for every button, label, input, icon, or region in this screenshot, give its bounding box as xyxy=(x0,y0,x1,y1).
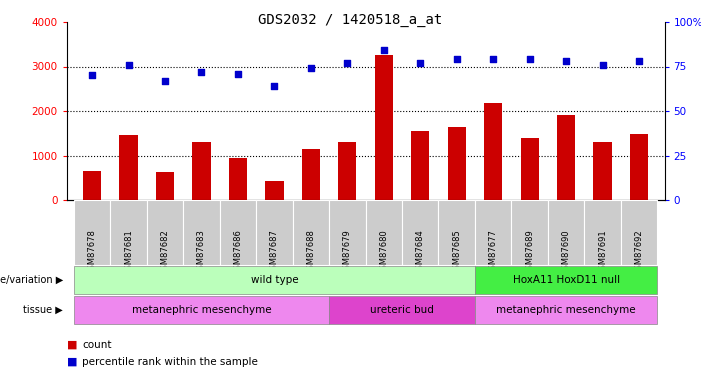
Point xyxy=(415,60,426,66)
Point xyxy=(524,56,536,62)
Text: GSM87690: GSM87690 xyxy=(562,229,571,275)
Point xyxy=(561,58,572,64)
Text: count: count xyxy=(82,340,111,350)
Text: GSM87681: GSM87681 xyxy=(124,229,133,275)
Point xyxy=(634,58,645,64)
Text: metanephric mesenchyme: metanephric mesenchyme xyxy=(132,305,271,315)
Point xyxy=(451,56,463,62)
Point xyxy=(86,72,97,78)
Text: wild type: wild type xyxy=(251,275,298,285)
Bar xyxy=(229,158,247,200)
Text: GSM87680: GSM87680 xyxy=(379,229,388,275)
Point xyxy=(196,69,207,75)
Bar xyxy=(621,200,658,265)
Bar xyxy=(83,171,101,200)
Bar xyxy=(548,200,585,265)
Bar xyxy=(439,200,475,265)
Bar xyxy=(521,138,539,200)
Bar xyxy=(366,200,402,265)
Bar xyxy=(484,103,503,200)
Bar xyxy=(147,200,183,265)
Text: HoxA11 HoxD11 null: HoxA11 HoxD11 null xyxy=(512,275,620,285)
Bar xyxy=(74,200,110,265)
Bar xyxy=(512,200,548,265)
Point xyxy=(232,70,243,76)
Text: GSM87685: GSM87685 xyxy=(452,229,461,275)
Bar xyxy=(292,200,329,265)
Bar xyxy=(301,149,320,200)
Text: ■: ■ xyxy=(67,340,77,350)
Bar xyxy=(475,200,512,265)
Bar xyxy=(156,172,174,200)
Point xyxy=(305,65,316,71)
Bar xyxy=(119,135,137,200)
Text: ureteric bud: ureteric bud xyxy=(370,305,434,315)
Point xyxy=(488,56,499,62)
Text: ■: ■ xyxy=(67,357,77,367)
Text: GSM87691: GSM87691 xyxy=(598,229,607,275)
Bar xyxy=(183,200,219,265)
Bar xyxy=(338,142,356,200)
Bar xyxy=(265,181,283,200)
Bar xyxy=(110,200,147,265)
Text: percentile rank within the sample: percentile rank within the sample xyxy=(82,357,258,367)
Bar xyxy=(402,200,439,265)
Bar xyxy=(630,134,648,200)
Bar xyxy=(411,131,430,200)
Point xyxy=(597,62,608,68)
Bar xyxy=(557,114,576,200)
Bar xyxy=(585,200,621,265)
Text: GSM87679: GSM87679 xyxy=(343,229,352,275)
Text: genotype/variation ▶: genotype/variation ▶ xyxy=(0,275,63,285)
Text: GSM87684: GSM87684 xyxy=(416,229,425,275)
Text: GSM87689: GSM87689 xyxy=(525,229,534,275)
Text: GSM87692: GSM87692 xyxy=(634,229,644,275)
Text: metanephric mesenchyme: metanephric mesenchyme xyxy=(496,305,636,315)
Point xyxy=(159,78,170,84)
Bar xyxy=(329,296,475,324)
Bar xyxy=(594,142,612,200)
Bar xyxy=(256,200,292,265)
Bar xyxy=(375,56,393,200)
Bar xyxy=(74,296,329,324)
Bar xyxy=(475,296,658,324)
Text: GSM87677: GSM87677 xyxy=(489,229,498,275)
Bar xyxy=(329,200,366,265)
Point xyxy=(268,83,280,89)
Text: GSM87683: GSM87683 xyxy=(197,229,206,275)
Text: tissue ▶: tissue ▶ xyxy=(23,305,63,315)
Point xyxy=(379,48,390,54)
Bar xyxy=(475,266,658,294)
Text: GSM87688: GSM87688 xyxy=(306,229,315,275)
Bar xyxy=(192,142,210,200)
Point xyxy=(341,60,353,66)
Bar xyxy=(448,127,466,200)
Bar xyxy=(74,266,475,294)
Text: GDS2032 / 1420518_a_at: GDS2032 / 1420518_a_at xyxy=(259,13,442,27)
Text: GSM87687: GSM87687 xyxy=(270,229,279,275)
Text: GSM87682: GSM87682 xyxy=(161,229,170,275)
Text: GSM87678: GSM87678 xyxy=(88,229,97,275)
Text: GSM87686: GSM87686 xyxy=(233,229,243,275)
Bar xyxy=(219,200,256,265)
Point xyxy=(123,62,134,68)
